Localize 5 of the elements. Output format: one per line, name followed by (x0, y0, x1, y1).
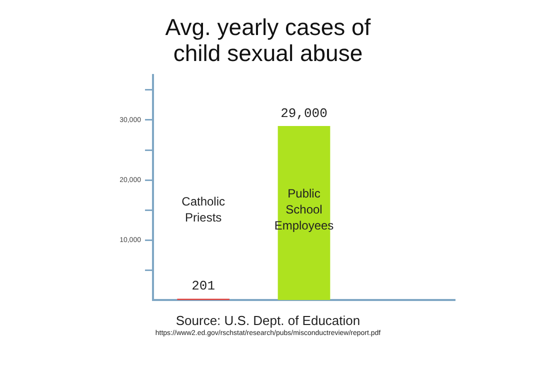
data-label: 29,000 (280, 106, 328, 121)
chart-title: Avg. yearly cases of child sexual abuse (164, 14, 372, 66)
x-tick-label: Catholic Priests (182, 194, 226, 224)
data-label: 201 (192, 278, 216, 294)
source-note: Source: U.S. Dept. of Education (174, 313, 362, 329)
